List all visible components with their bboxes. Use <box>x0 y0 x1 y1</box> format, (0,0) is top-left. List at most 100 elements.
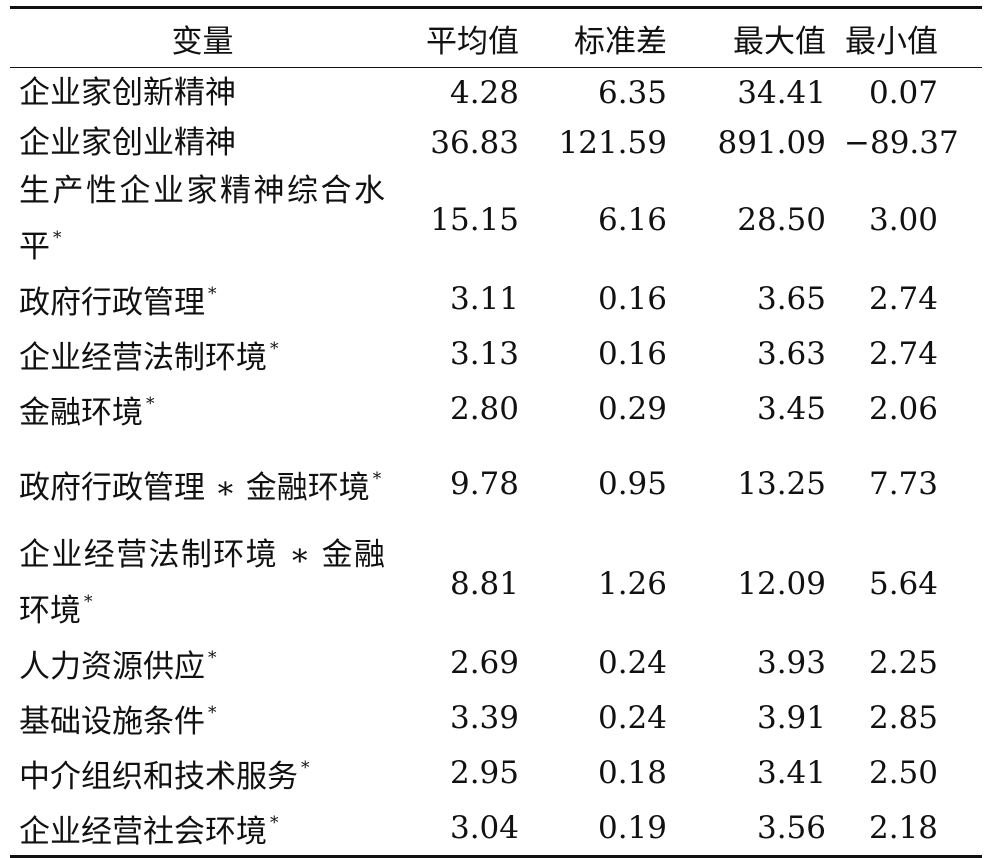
row-label-text: 政府行政管理 ∗ 金融环境 <box>19 470 370 506</box>
header-max: 最大值 <box>733 23 826 60</box>
table-row: 生产性企业家精神综合水平 * 15.15 6.16 28.50 3.00 <box>10 168 982 271</box>
cell-std: 0.24 <box>597 644 667 681</box>
cell-min: 2.50 <box>868 754 938 791</box>
table-header-row: 变量 平均值 标准差 最大值 最小值 <box>10 7 982 68</box>
row-label-text: 中介组织和技术服务 <box>19 759 298 795</box>
row-label-text: 企业经营法制环境 ∗ 金融环境 <box>19 537 385 629</box>
footnote-star: * <box>53 228 62 248</box>
cell-min: 2.74 <box>868 335 938 372</box>
cell-std: 121.59 <box>558 125 667 161</box>
row-label: 企业经营法制环境 ∗ 金融环境 * <box>10 532 395 635</box>
cell-std: 6.16 <box>597 201 667 238</box>
table-row: 企业经营法制环境 ∗ 金融环境 * 8.81 1.26 12.09 5.64 <box>10 532 982 635</box>
footnote-star: * <box>208 703 217 723</box>
descriptive-statistics-table: 变量 平均值 标准差 最大值 最小值 企业家创新精神 4.28 6.35 34.… <box>10 6 982 858</box>
cell-max: 28.50 <box>737 201 826 238</box>
cell-min: 7.73 <box>868 466 938 502</box>
table-row: 基础设施条件 * 3.39 0.24 3.91 2.85 <box>10 690 982 745</box>
cell-max: 891.09 <box>717 125 826 161</box>
row-label: 政府行政管理 * <box>10 271 395 326</box>
cell-std: 0.24 <box>597 699 667 736</box>
row-label: 企业家创业精神 <box>10 118 395 168</box>
row-label-text: 企业家创新精神 <box>19 75 236 111</box>
cell-min: 2.74 <box>868 280 938 317</box>
cell-mean: 2.95 <box>449 754 519 791</box>
cell-max: 12.09 <box>737 565 826 602</box>
cell-max: 3.45 <box>756 390 826 427</box>
cell-std: 1.26 <box>597 565 667 602</box>
cell-min: 2.18 <box>868 809 938 846</box>
cell-max: 3.91 <box>756 699 826 736</box>
cell-std: 0.16 <box>597 280 667 317</box>
cell-mean: 36.83 <box>430 125 519 161</box>
cell-min: 5.64 <box>868 565 938 602</box>
table-row: 政府行政管理 * 3.11 0.16 3.65 2.74 <box>10 271 982 326</box>
table-row: 企业家创新精神 4.28 6.35 34.41 0.07 <box>10 68 982 119</box>
header-mean: 平均值 <box>426 23 519 60</box>
row-label-text: 政府行政管理 <box>19 285 205 321</box>
cell-std: 0.16 <box>597 335 667 372</box>
cell-std: 0.29 <box>597 390 667 427</box>
row-label-text: 企业经营法制环境 <box>19 340 267 376</box>
table-row: 中介组织和技术服务 * 2.95 0.18 3.41 2.50 <box>10 745 982 800</box>
footnote-star: * <box>208 284 217 304</box>
row-label-text: 金融环境 <box>19 395 143 431</box>
footnote-star: * <box>146 394 155 414</box>
cell-std: 6.35 <box>597 75 667 111</box>
row-label: 金融环境 * <box>10 381 395 436</box>
cell-max: 13.25 <box>737 466 826 502</box>
row-label: 政府行政管理 ∗ 金融环境 * <box>10 436 395 532</box>
cell-min: 0.07 <box>868 75 938 111</box>
row-label: 基础设施条件 * <box>10 690 395 745</box>
cell-min: −89.37 <box>844 125 959 161</box>
footnote-star: * <box>301 758 310 778</box>
table-row: 企业家创业精神 36.83 121.59 891.09 −89.37 <box>10 118 982 168</box>
cell-min: 2.06 <box>868 390 938 427</box>
cell-std: 0.18 <box>597 754 667 791</box>
header-std: 标准差 <box>574 23 667 60</box>
cell-mean: 3.11 <box>449 280 519 317</box>
table-row: 人力资源供应 * 2.69 0.24 3.93 2.25 <box>10 635 982 690</box>
cell-max: 3.93 <box>756 644 826 681</box>
row-label: 生产性企业家精神综合水平 * <box>10 168 395 271</box>
row-label-text: 生产性企业家精神综合水平 <box>19 173 385 265</box>
cell-mean: 3.04 <box>449 809 519 846</box>
cell-std: 0.95 <box>597 466 667 502</box>
footnote-star: * <box>270 813 279 833</box>
row-label: 人力资源供应 * <box>10 635 395 690</box>
cell-mean: 3.13 <box>449 335 519 372</box>
cell-min: 2.25 <box>868 644 938 681</box>
cell-mean: 2.69 <box>449 644 519 681</box>
table-row: 金融环境 * 2.80 0.29 3.45 2.06 <box>10 381 982 436</box>
cell-max: 3.56 <box>756 809 826 846</box>
footnote-star: * <box>372 469 382 489</box>
footnote-star: * <box>270 339 279 359</box>
cell-mean: 15.15 <box>430 201 519 238</box>
cell-std: 0.19 <box>597 809 667 846</box>
row-label: 中介组织和技术服务 * <box>10 745 395 800</box>
cell-mean: 3.39 <box>449 699 519 736</box>
cell-max: 3.65 <box>756 280 826 317</box>
cell-mean: 4.28 <box>449 75 519 111</box>
cell-mean: 2.80 <box>449 390 519 427</box>
row-label: 企业经营社会环境 * <box>10 800 395 857</box>
cell-mean: 9.78 <box>449 466 519 502</box>
cell-min: 2.85 <box>868 699 938 736</box>
cell-max: 34.41 <box>737 75 826 111</box>
cell-min: 3.00 <box>868 201 938 238</box>
row-label-text: 人力资源供应 <box>19 649 205 685</box>
row-label-text: 企业经营社会环境 <box>19 814 267 850</box>
cell-max: 3.63 <box>756 335 826 372</box>
table-row: 企业经营社会环境 * 3.04 0.19 3.56 2.18 <box>10 800 982 857</box>
cell-max: 3.41 <box>756 754 826 791</box>
header-min: 最小值 <box>845 23 938 60</box>
row-label: 企业经营法制环境 * <box>10 326 395 381</box>
row-label-text: 企业家创业精神 <box>19 125 236 161</box>
table-row: 政府行政管理 ∗ 金融环境 * 9.78 0.95 13.25 7.73 <box>10 436 982 532</box>
row-label-text: 基础设施条件 <box>19 704 205 740</box>
cell-mean: 8.81 <box>449 565 519 602</box>
footnote-star: * <box>84 592 93 612</box>
header-variable: 变量 <box>171 23 234 60</box>
row-label: 企业家创新精神 <box>10 68 395 119</box>
table-row: 企业经营法制环境 * 3.13 0.16 3.63 2.74 <box>10 326 982 381</box>
